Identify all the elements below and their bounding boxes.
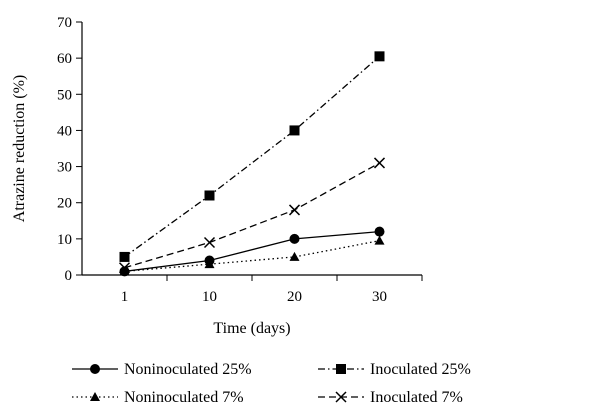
data-point	[289, 125, 300, 136]
y-axis-label: Atrazine reduction (%)	[11, 75, 28, 222]
data-point	[374, 51, 385, 62]
data-point	[203, 236, 216, 249]
plot-area: 0 10 20 30 40 50 60 70 1 10 20 30	[57, 15, 423, 305]
legend-marker	[336, 364, 346, 374]
data-point	[373, 157, 386, 169]
y-tick-label: 20	[57, 196, 72, 212]
y-tick-label: 30	[57, 160, 72, 176]
legend-item: Noninoculated 7%	[72, 389, 244, 406]
x-tick-label: 10	[202, 289, 217, 305]
y-tick-label: 0	[65, 268, 73, 284]
legend-marker	[90, 392, 100, 401]
legend: Noninoculated 25% Inoculated 25% Noninocul…	[72, 361, 471, 406]
series-line	[124, 230, 380, 273]
x-tick-label: 1	[121, 289, 129, 305]
data-point	[119, 251, 130, 262]
legend-item: Inoculated 25%	[318, 361, 471, 378]
data-point	[119, 266, 130, 276]
data-point	[118, 262, 131, 274]
legend-marker	[335, 391, 347, 403]
data-point	[288, 204, 301, 216]
y-tick-label: 70	[57, 15, 72, 31]
legend-marker	[90, 364, 100, 374]
data-point	[374, 235, 385, 245]
legend-item: Inoculated 7%	[318, 389, 463, 406]
x-axis-label: Time (days)	[213, 320, 290, 337]
legend-label: Noninoculated 7%	[124, 389, 244, 406]
x-tick-label: 20	[287, 289, 302, 305]
y-tick-label: 60	[57, 51, 72, 67]
legend-label: Inoculated 7%	[370, 389, 463, 406]
data-point	[289, 233, 300, 244]
y-tick-label: 50	[57, 87, 72, 103]
y-tick-label: 40	[57, 123, 72, 139]
series-line	[124, 162, 380, 269]
data-point	[289, 251, 300, 261]
legend-label: Noninoculated 25%	[124, 361, 252, 378]
x-tick-label: 30	[372, 289, 387, 305]
data-point	[204, 259, 215, 269]
data-point	[374, 226, 385, 237]
legend-item: Noninoculated 25%	[72, 361, 252, 378]
data-point	[204, 190, 215, 201]
y-tick-label: 10	[57, 232, 72, 248]
legend-label: Inoculated 25%	[370, 361, 471, 378]
